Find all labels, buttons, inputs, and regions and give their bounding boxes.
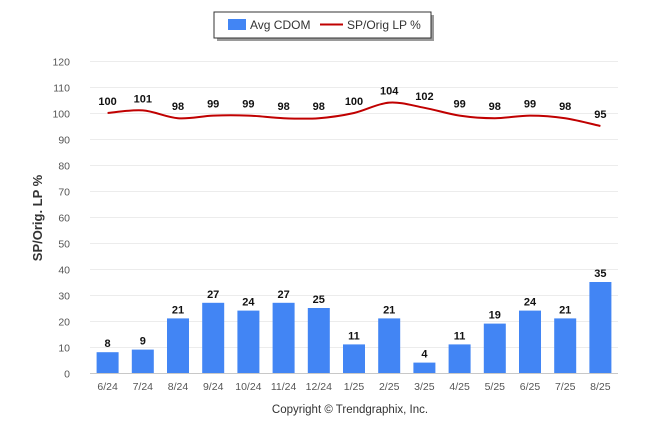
bar xyxy=(343,344,365,373)
bar-data-label: 24 xyxy=(524,297,537,309)
bar-data-label: 21 xyxy=(383,304,395,316)
bar-data-labels: 8 9 21 27 24 27 25 11 21 4 11 19 24 21 35 xyxy=(105,268,607,361)
y-tick-label: 90 xyxy=(58,135,70,147)
line-data-label: 99 xyxy=(207,99,219,111)
bar-data-label: 21 xyxy=(172,304,184,316)
y-tick-label: 60 xyxy=(58,213,70,225)
bar-data-label: 8 xyxy=(105,338,111,350)
line-data-label: 99 xyxy=(242,99,254,111)
x-tick-label: 11/24 xyxy=(271,381,297,393)
bar xyxy=(413,362,436,373)
bar-data-label: 4 xyxy=(421,349,428,361)
bar-data-label: 11 xyxy=(454,330,466,342)
x-tick-label: 7/25 xyxy=(555,381,576,393)
line-data-label: 99 xyxy=(524,99,536,111)
y-tick-label: 110 xyxy=(53,83,70,95)
bar xyxy=(378,318,401,373)
y-tick-label: 50 xyxy=(58,239,70,251)
line-data-label: 99 xyxy=(453,99,465,111)
line-data-label: 98 xyxy=(559,101,571,113)
line-data-labels: 100 101 98 99 99 98 98 100 104 102 99 98 99 98 95 xyxy=(98,86,606,121)
y-tick-label: 10 xyxy=(58,343,70,355)
bar xyxy=(589,282,612,373)
x-tick-label: 9/24 xyxy=(203,381,224,393)
bar xyxy=(272,302,295,373)
line-data-label: 101 xyxy=(134,93,152,105)
y-tick-label: 70 xyxy=(58,187,70,199)
bar-data-label: 9 xyxy=(140,336,146,348)
bar xyxy=(554,318,577,373)
line-data-label: 98 xyxy=(489,101,501,113)
y-tick-label: 20 xyxy=(58,317,70,329)
line-data-label: 102 xyxy=(415,91,433,103)
x-axis-ticks: 6/24 7/24 8/24 9/24 10/24 11/24 12/24 1/25 2/25 3… xyxy=(97,381,610,393)
legend-bar-swatch xyxy=(228,19,246,30)
y-tick-label: 0 xyxy=(64,369,70,381)
legend-box xyxy=(213,11,432,39)
x-tick-label: 10/24 xyxy=(235,381,261,393)
line-series xyxy=(107,101,601,127)
bar xyxy=(448,344,471,373)
bar-data-label: 21 xyxy=(559,304,571,316)
x-tick-label: 5/25 xyxy=(485,381,506,393)
line-data-label: 104 xyxy=(380,86,399,98)
line-data-label: 98 xyxy=(313,101,325,113)
copyright-footer: Copyright © Trendgraphix, Inc. xyxy=(272,404,428,416)
x-tick-label: 8/24 xyxy=(168,381,189,393)
line-data-label: 100 xyxy=(98,96,116,108)
bar-data-label: 27 xyxy=(277,289,289,301)
y-tick-label: 100 xyxy=(52,109,70,121)
x-tick-label: 6/24 xyxy=(97,381,118,393)
y-axis-title: SP/Orig. LP % xyxy=(30,174,45,261)
bar-data-label: 27 xyxy=(207,289,219,301)
line-data-label: 98 xyxy=(277,101,289,113)
x-tick-label: 2/25 xyxy=(379,381,400,393)
x-tick-label: 6/25 xyxy=(520,381,541,393)
x-tick-label: 8/25 xyxy=(590,381,611,393)
y-tick-label: 80 xyxy=(58,161,70,173)
y-tick-label: 30 xyxy=(58,291,70,303)
bar-data-label: 35 xyxy=(594,268,606,280)
x-tick-label: 12/24 xyxy=(306,381,332,393)
y-axis-ticks: 0 10 20 30 40 50 60 70 80 90 100 110 120 xyxy=(52,57,70,381)
x-tick-label: 1/25 xyxy=(344,381,365,393)
x-tick-label: 3/25 xyxy=(414,381,435,393)
bar xyxy=(167,318,189,373)
bar xyxy=(96,352,119,373)
x-tick-label: 4/25 xyxy=(449,381,470,393)
line-data-label: 98 xyxy=(172,101,184,113)
bar-series xyxy=(96,282,612,373)
bar-data-label: 19 xyxy=(489,310,501,322)
y-tick-label: 120 xyxy=(52,57,70,69)
legend: Avg CDOM SP/Orig LP % xyxy=(213,11,434,41)
bar xyxy=(483,323,506,373)
bar xyxy=(519,310,541,373)
legend-bar-label: Avg CDOM xyxy=(250,18,310,32)
y-tick-label: 40 xyxy=(58,265,70,277)
bar xyxy=(202,302,225,373)
bar xyxy=(131,349,154,373)
bar-data-label: 25 xyxy=(313,294,325,306)
bar-data-label: 24 xyxy=(242,297,255,309)
x-tick-label: 7/24 xyxy=(133,381,154,393)
line-data-label: 100 xyxy=(345,96,363,108)
line-path xyxy=(107,101,601,127)
line-data-label: 95 xyxy=(594,109,606,121)
bar xyxy=(237,310,260,373)
bar xyxy=(307,308,330,373)
legend-line-label: SP/Orig LP % xyxy=(347,18,421,32)
bar-data-label: 11 xyxy=(348,330,360,342)
